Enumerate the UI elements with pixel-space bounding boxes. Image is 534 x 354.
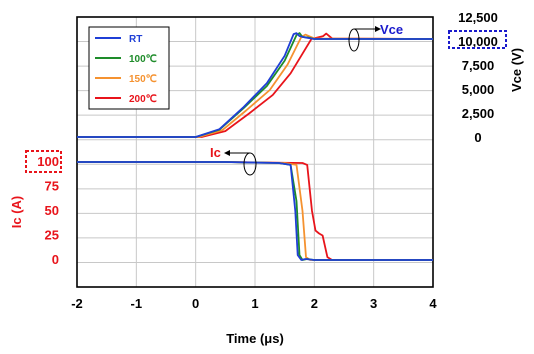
left-tick-label: 75 [45, 179, 59, 194]
left-tick-label: 25 [45, 228, 59, 243]
x-tick-label: -2 [71, 296, 83, 311]
x-axis-title: Time (μs) [226, 331, 284, 346]
legend: RT 100℃ 150℃ 200℃ [88, 26, 170, 110]
legend-label: RT [129, 34, 142, 45]
right-axis-title: Vce (V) [509, 48, 524, 92]
vce-curve-marker [348, 28, 360, 52]
ic-series-line [77, 161, 433, 261]
x-tick-label: 3 [370, 296, 377, 311]
vce-annotation: Vce [348, 22, 403, 52]
right-tick-label: 5,000 [462, 82, 495, 97]
legend-box [88, 26, 170, 110]
ic-arrow-head [224, 150, 230, 156]
x-tick-label: 0 [192, 296, 199, 311]
right-tick-label: 0 [474, 130, 481, 145]
series-layer [77, 32, 434, 261]
right-tick-labels: 12,500 10,000 7,500 5,000 2,500 0 [458, 10, 498, 145]
x-tick-label: -1 [131, 296, 143, 311]
vce-annotation-label: Vce [380, 22, 403, 37]
legend-label: 100℃ [129, 54, 157, 65]
right-tick-label: 7,500 [462, 58, 495, 73]
left-tick-label: 50 [45, 203, 59, 218]
right-tick-label: 10,000 [458, 34, 498, 49]
x-tick-label: 2 [311, 296, 318, 311]
vce-series-line [77, 33, 434, 138]
x-tick-label: 4 [429, 296, 437, 311]
x-tick-labels: -2 -1 0 1 2 3 4 [71, 296, 437, 311]
vce-arrow-head [375, 26, 381, 32]
left-axis-title: Ic (A) [9, 196, 24, 229]
ic-annotation-label: Ic [210, 145, 221, 160]
ic-annotation: Ic [210, 145, 257, 176]
vce-series-line [77, 32, 433, 138]
right-tick-label: 12,500 [458, 10, 498, 25]
plot-area-frame [76, 16, 434, 288]
legend-label: 200℃ [129, 94, 157, 105]
legend-label: 150℃ [129, 74, 157, 85]
left-highlight-box [25, 150, 62, 173]
vce-series-line [77, 32, 434, 138]
x-tick-label: 1 [251, 296, 258, 311]
left-tick-label: 100 [37, 154, 59, 169]
left-tick-labels: 100 75 50 25 0 [37, 154, 59, 267]
right-highlight-box [448, 30, 507, 49]
left-tick-label: 0 [52, 252, 59, 267]
right-tick-label: 2,500 [462, 106, 495, 121]
